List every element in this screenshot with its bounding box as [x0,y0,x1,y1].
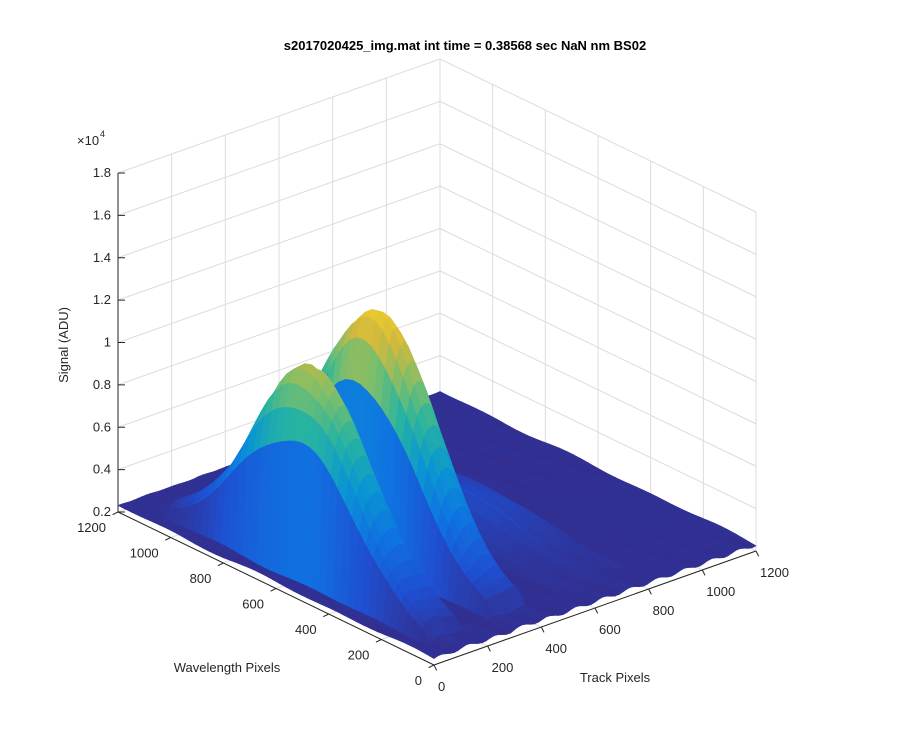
surface-patch [426,651,439,659]
x-tick-label: 600 [599,622,621,637]
z-axis-label: Signal (ADU) [56,307,71,383]
x-axis-label: Track Pixels [580,670,651,685]
y-tick-label: 1000 [130,546,159,561]
y-tick-label: 600 [242,597,264,612]
z-exponent-label: ×10 4 [77,129,105,148]
y-tick-label: 800 [190,571,212,586]
y-tick [323,613,329,618]
x-tick-label: 0 [438,679,445,694]
y-tick [270,588,277,592]
y-tick-label: 200 [348,648,370,663]
z-tick-label: 1.4 [93,250,111,265]
y-tick [165,537,171,541]
z-tick-label: 1.8 [93,165,111,180]
y-tick [375,639,382,643]
surface-plot [117,308,757,659]
y-axis-label: Wavelength Pixels [174,660,281,675]
z-tick-label: 1.2 [93,292,111,307]
x-tick-label: 1000 [706,584,735,599]
x-tick [487,645,491,652]
z-tick-label: 1.6 [93,207,111,222]
x-tick-label: 400 [545,641,567,656]
z-tick-label: 0.4 [93,462,111,477]
x-tick [594,607,599,614]
y-tick-label: 0 [415,673,422,688]
x-tick [433,664,438,671]
x-tick-label: 800 [653,603,675,618]
x-tick [755,550,760,557]
x-tick-label: 200 [492,660,514,675]
axes: 0 200 400 600 800 1000 1200 0 200 400 600 800 1000 12… [77,165,789,694]
y-tick [112,511,119,516]
x-tick [540,626,545,633]
svg-text:×10: ×10 [77,133,99,148]
chart-title: s2017020425_img.mat int time = 0.38568 s… [284,38,646,53]
x-tick [701,569,706,576]
z-tick-label: 0.2 [93,504,111,519]
y-tick-label: 400 [295,622,317,637]
z-tick-label: 0.6 [93,419,111,434]
y-tick-label: 1200 [77,520,106,535]
y-tick [428,664,435,669]
z-tick-label: 0.8 [93,377,111,392]
z-tick-label: 1 [104,335,111,350]
x-tick-label: 1200 [760,565,789,580]
svg-text:4: 4 [100,129,105,139]
x-tick [648,588,652,595]
y-tick [217,562,224,567]
